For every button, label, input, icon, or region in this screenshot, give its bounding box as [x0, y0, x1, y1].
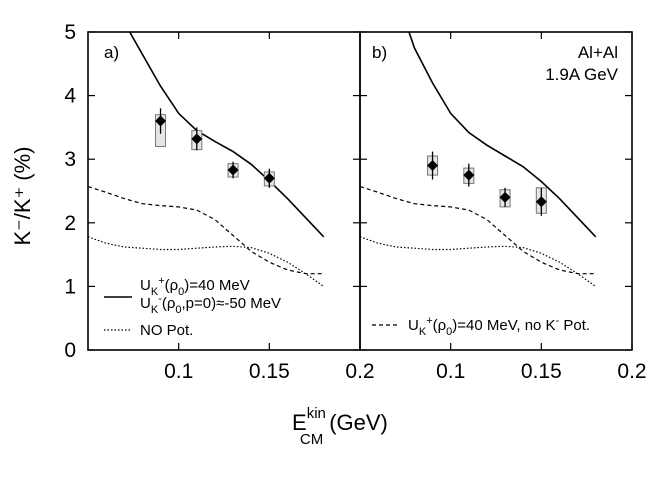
panel-b-series-dotted-line — [360, 236, 597, 287]
legend-dashed-label: UK+(ρ0)=40 MeV, no K- Pot. — [408, 315, 590, 338]
legend-solid-label-1: UK+(ρ0)=40 MeV — [140, 275, 250, 298]
panel-b-series-solid-line — [408, 32, 597, 238]
panel-a-series-solid-line — [129, 32, 325, 238]
legend-solid-label-2: UK-(ρ0,p=0)≈-50 MeV — [140, 293, 281, 316]
energy-label: 1.9A GeV — [545, 65, 618, 84]
panel-b-frame — [359, 31, 633, 351]
panel-b-data-point-2 — [499, 191, 511, 203]
panel-b-data-point-1 — [463, 169, 475, 181]
panel-b-x-tick-label-0: 0.1 — [436, 360, 465, 383]
panel-a-x-tick-label-0: 0.1 — [164, 360, 193, 383]
panel-a-data-point-2 — [227, 164, 239, 176]
panel-a-x-tick-label-2: 0.2 — [345, 360, 374, 383]
panel-b-x-tick-label-2: 0.2 — [617, 360, 646, 383]
panel-a-label: a) — [104, 43, 119, 62]
panel-b-series-dashed-line — [360, 185, 596, 275]
panel-a-data-point-3 — [263, 172, 275, 184]
x-axis: 0.1 0.15 0.2 0.1 0.15 0.2 — [164, 32, 647, 383]
panel-b-legend: UK+(ρ0)=40 MeV, no K- Pot. — [372, 315, 590, 338]
y-tick-label-1: 1 — [64, 275, 76, 298]
legend-dotted-label: NO Pot. — [140, 322, 193, 339]
panel-b: b) Al+Al 1.9A GeV UK+(ρ0)=40 MeV, no K- … — [359, 31, 633, 351]
panel-b-data-point-0 — [427, 160, 439, 172]
panel-a-data-point-1 — [191, 133, 203, 145]
y-axis: 0 1 2 3 4 5 — [64, 21, 632, 362]
y-tick-label-0: 0 — [64, 339, 76, 362]
y-tick-label-3: 3 — [64, 148, 76, 171]
y-tick-label-4: 4 — [64, 85, 76, 108]
panel-b-x-tick-label-1: 0.15 — [521, 360, 562, 383]
y-axis-title: K⁻/K⁺ (%) — [10, 146, 35, 245]
panel-b-label: b) — [372, 43, 387, 62]
panel-b-data-point-3 — [535, 196, 547, 208]
panel-a-data-point-0 — [155, 115, 167, 127]
panel-a-x-tick-label-1: 0.15 — [249, 360, 290, 383]
panel-a: a) UK+(ρ0)=40 MeV UK-(ρ0,p=0)≈-50 MeV NO… — [87, 31, 361, 351]
panel-a-legend: UK+(ρ0)=40 MeV UK-(ρ0,p=0)≈-50 MeV NO Po… — [104, 275, 281, 339]
y-tick-label-5: 5 — [64, 21, 76, 44]
system-label: Al+Al — [578, 43, 618, 62]
panel-a-series-dotted-line — [88, 236, 325, 287]
panel-a-series-dashed-line — [88, 185, 324, 275]
x-axis-title: Ekin CM(GeV) — [292, 405, 388, 448]
y-tick-label-2: 2 — [64, 212, 76, 235]
